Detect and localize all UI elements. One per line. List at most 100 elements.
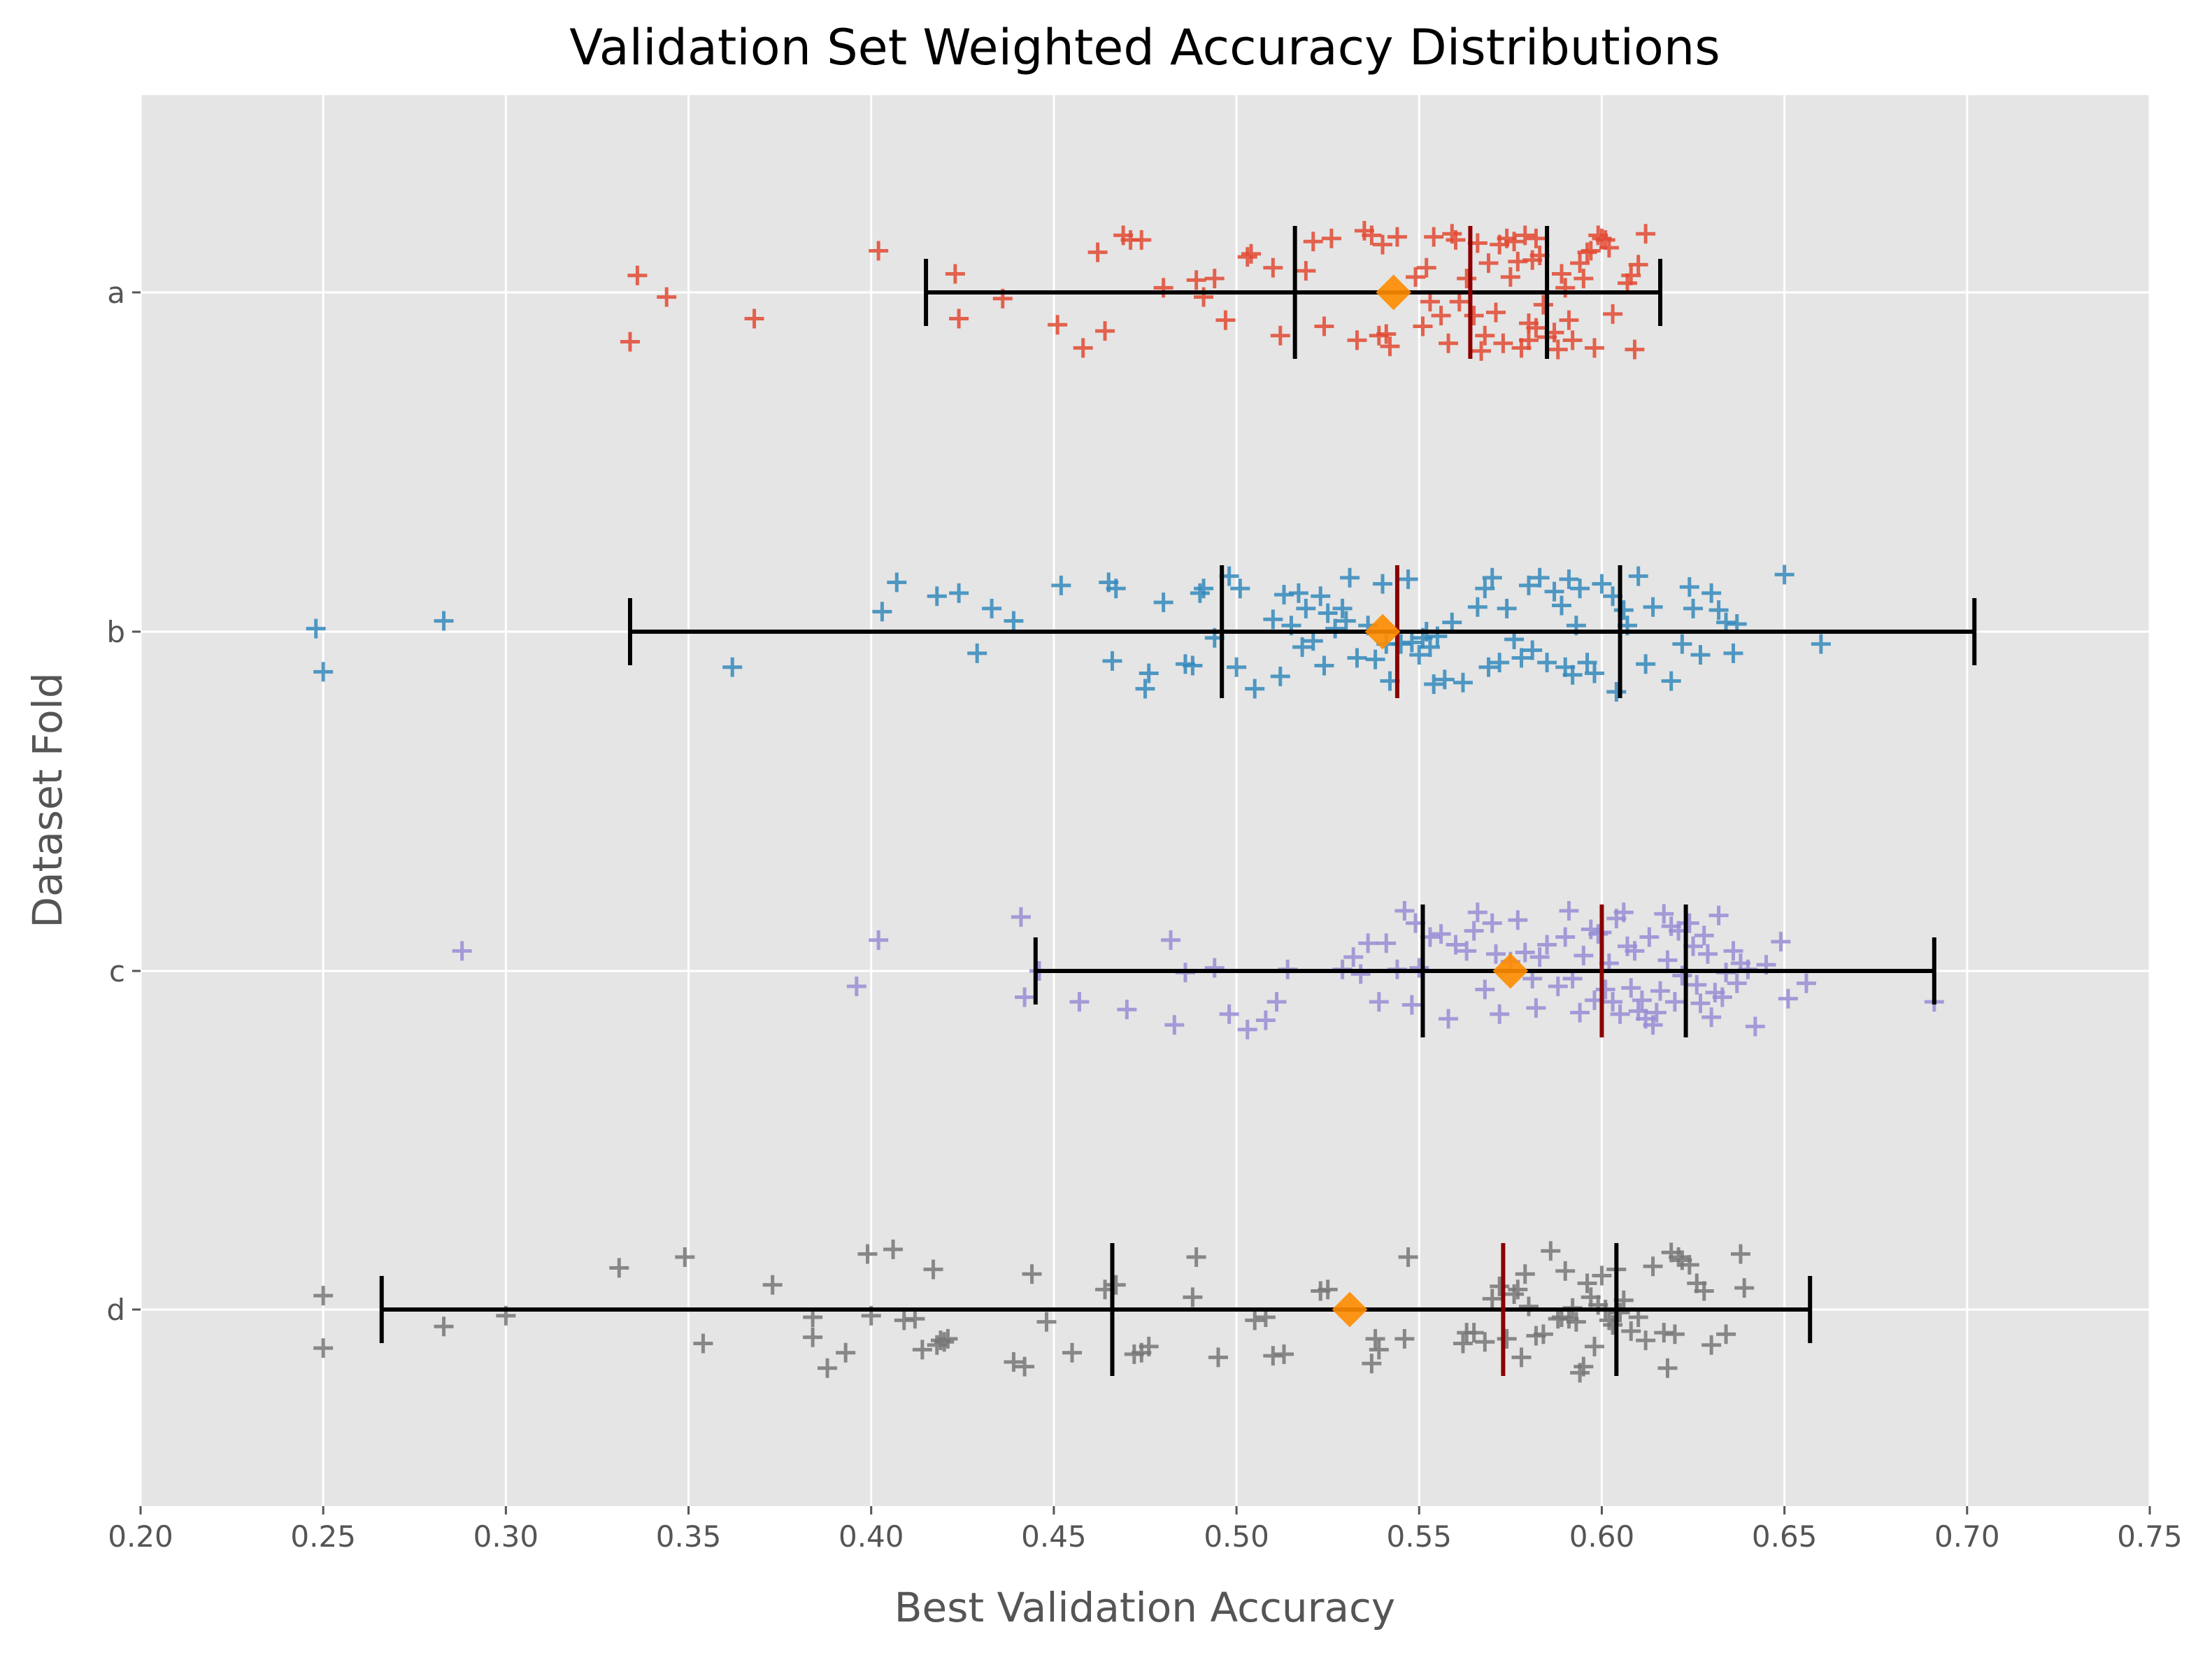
data-point: [1004, 1352, 1024, 1372]
data-point: [1263, 257, 1283, 278]
data-point: [1135, 679, 1155, 699]
data-point: [1478, 253, 1499, 274]
data-point: [967, 643, 987, 663]
data-point: [1153, 593, 1173, 613]
data-point: [1106, 1275, 1126, 1295]
y-axis-label: Dataset Fold: [24, 672, 71, 928]
data-point: [1439, 1009, 1459, 1029]
mean-marker: [1364, 613, 1401, 650]
x-tick-label: 0.20: [108, 1519, 173, 1554]
data-point: [1073, 338, 1093, 358]
x-axis-label: Best Validation Accuracy: [894, 1584, 1396, 1631]
x-tick-label: 0.40: [839, 1519, 904, 1554]
data-point: [1237, 247, 1257, 267]
data-point: [949, 583, 969, 603]
data-point: [1475, 579, 1495, 599]
data-point: [1398, 1247, 1418, 1268]
data-point: [857, 1244, 878, 1264]
data-point: [1446, 935, 1466, 955]
data-point: [1204, 958, 1225, 978]
data-point: [1603, 1315, 1623, 1335]
data-point: [1464, 921, 1484, 941]
data-point: [1570, 579, 1590, 599]
data-point: [1164, 1015, 1185, 1035]
data-point: [1646, 1002, 1667, 1023]
data-point: [1373, 574, 1393, 594]
data-point: [1774, 565, 1794, 585]
data-point: [1687, 974, 1707, 995]
mean-marker: [1332, 1291, 1368, 1328]
data-point: [1811, 634, 1831, 654]
data-point: [1610, 1303, 1630, 1323]
data-point: [1690, 645, 1711, 665]
data-point: [1022, 1264, 1042, 1284]
x-tick-label: 0.30: [473, 1519, 539, 1554]
plot-area: [141, 95, 2150, 1506]
data-point: [1376, 324, 1397, 344]
data-point: [1664, 1324, 1685, 1345]
data-point: [1394, 901, 1415, 921]
data-point: [818, 1358, 838, 1378]
data-point: [1318, 603, 1338, 623]
data-point: [1585, 663, 1605, 683]
data-point: [923, 1259, 943, 1279]
data-point: [1434, 669, 1455, 690]
data-point: [1475, 325, 1495, 346]
data-point: [1380, 336, 1400, 357]
data-point: [1208, 1347, 1228, 1368]
data-point: [1599, 238, 1619, 258]
data-point: [1526, 318, 1546, 338]
mean-marker: [1376, 274, 1412, 311]
x-tick-label: 0.45: [1021, 1519, 1087, 1554]
data-point: [1511, 648, 1532, 668]
data-point: [1771, 932, 1791, 952]
data-point: [1482, 913, 1502, 933]
data-point: [1621, 1321, 1641, 1341]
data-point: [1595, 979, 1615, 1000]
data-point: [1336, 611, 1356, 631]
data-point: [1603, 992, 1623, 1012]
data-point: [1015, 1356, 1035, 1377]
data-point: [313, 662, 334, 682]
data-point: [1730, 1244, 1750, 1264]
data-point: [1639, 927, 1660, 947]
data-point: [1482, 1289, 1502, 1309]
data-point: [1350, 964, 1371, 984]
data-point: [1697, 944, 1718, 964]
data-point: [1409, 645, 1429, 665]
x-tick-label: 0.75: [2117, 1519, 2183, 1554]
data-point: [1420, 292, 1440, 312]
data-point: [1562, 330, 1583, 350]
data-point: [1340, 567, 1360, 588]
data-point: [1592, 574, 1612, 594]
data-point: [1241, 243, 1261, 264]
data-point: [905, 1309, 925, 1329]
data-point: [452, 941, 472, 961]
mean-marker: [1492, 953, 1529, 989]
data-point: [1628, 255, 1648, 275]
data-point: [1087, 242, 1108, 262]
x-tick-label: 0.35: [656, 1519, 722, 1554]
data-point: [1190, 583, 1210, 603]
data-point: [1657, 950, 1678, 970]
data-point: [1139, 663, 1159, 683]
data-point: [1643, 597, 1663, 617]
data-point: [1657, 1358, 1678, 1378]
data-point: [1373, 234, 1393, 255]
data-point: [1362, 1354, 1382, 1374]
data-point: [1500, 267, 1520, 287]
x-tick-label: 0.70: [1934, 1519, 2000, 1554]
data-point: [1621, 265, 1641, 285]
data-point: [1701, 1007, 1722, 1028]
data-point: [1347, 330, 1367, 350]
data-point: [1183, 1287, 1203, 1307]
data-point: [1376, 933, 1397, 953]
data-point: [1311, 586, 1331, 606]
data-point: [1625, 941, 1645, 961]
data-point: [1062, 1342, 1083, 1363]
data-point: [1551, 264, 1571, 284]
data-point: [1219, 1004, 1239, 1024]
data-point: [1723, 941, 1743, 961]
data-point: [1628, 566, 1648, 586]
chart-title: Validation Set Weighted Accuracy Distrib…: [569, 19, 1720, 76]
